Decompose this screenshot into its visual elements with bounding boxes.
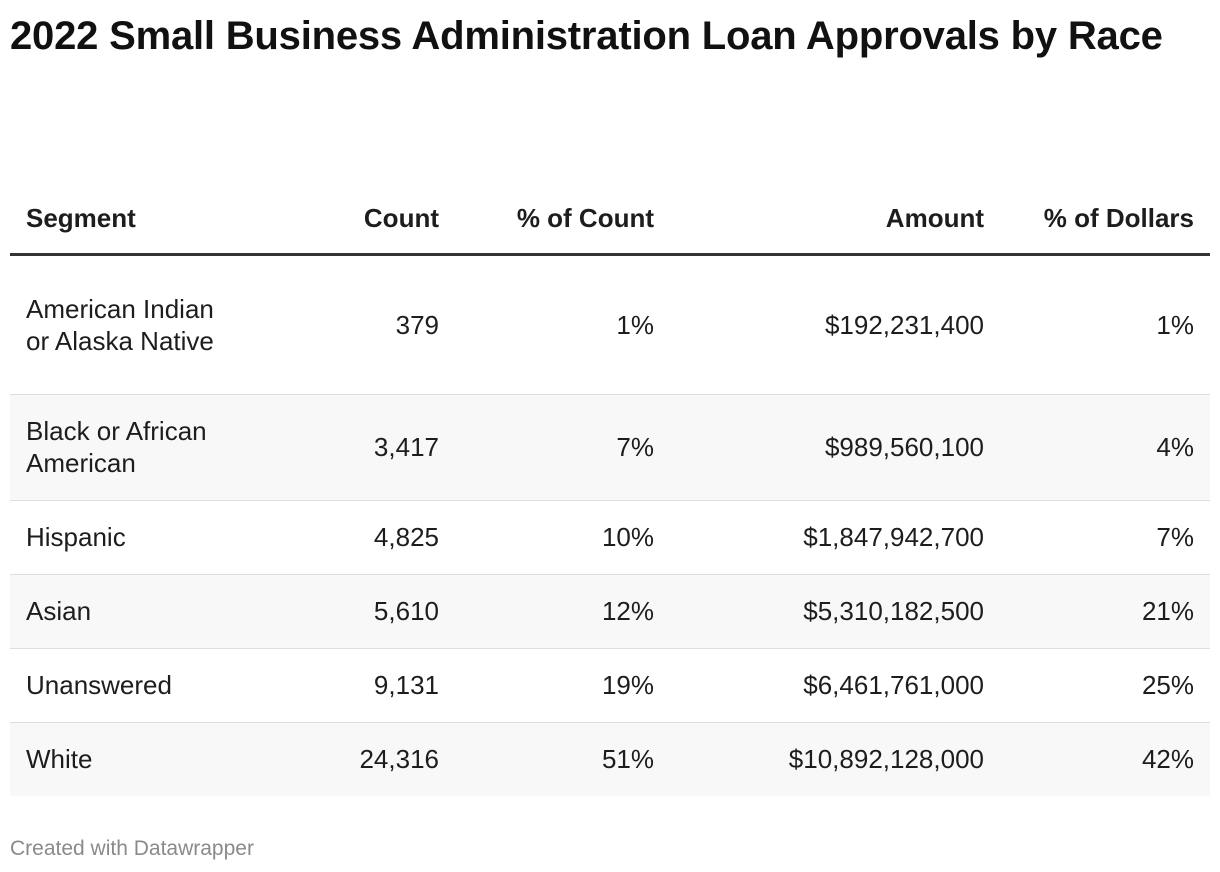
cell-amount: $192,231,400 [670,254,1000,395]
cell-amount: $1,847,942,700 [670,500,1000,575]
table-row: Black or African American 3,417 7% $989,… [10,394,1210,501]
cell-segment: Asian [10,574,240,649]
cell-pct-dollars: 4% [1000,394,1210,501]
cell-pct-count: 10% [455,500,670,575]
table-row: Unanswered 9,131 19% $6,461,761,000 25% [10,648,1210,723]
cell-count: 24,316 [240,722,455,796]
table-header-row: Segment Count % of Count Amount % of Dol… [10,158,1210,256]
cell-segment: Hispanic [10,500,240,575]
cell-amount: $6,461,761,000 [670,648,1000,723]
cell-amount: $10,892,128,000 [670,722,1000,796]
chart-title: 2022 Small Business Administration Loan … [10,14,1163,58]
column-header-segment: Segment [10,158,240,256]
cell-amount: $5,310,182,500 [670,574,1000,649]
cell-pct-dollars: 42% [1000,722,1210,796]
column-header-amount: Amount [670,158,1000,256]
cell-pct-count: 51% [455,722,670,796]
cell-pct-dollars: 1% [1000,254,1210,395]
cell-segment: Unanswered [10,648,240,723]
table-row: American Indian or Alaska Native 379 1% … [10,254,1210,395]
cell-count: 9,131 [240,648,455,723]
cell-segment: White [10,722,240,796]
cell-pct-dollars: 7% [1000,500,1210,575]
cell-amount: $989,560,100 [670,394,1000,501]
table-row: Hispanic 4,825 10% $1,847,942,700 7% [10,500,1210,575]
cell-segment: American Indian or Alaska Native [10,254,240,395]
cell-segment: Black or African American [10,394,240,501]
footer-credit: Created with Datawrapper [10,837,254,860]
column-header-count: Count [240,158,455,256]
cell-pct-count: 12% [455,574,670,649]
cell-count: 4,825 [240,500,455,575]
column-header-pct-dollars: % of Dollars [1000,158,1210,256]
cell-pct-count: 1% [455,254,670,395]
cell-pct-dollars: 21% [1000,574,1210,649]
cell-count: 3,417 [240,394,455,501]
data-table: Segment Count % of Count Amount % of Dol… [10,158,1210,796]
cell-pct-count: 19% [455,648,670,723]
table-row: Asian 5,610 12% $5,310,182,500 21% [10,574,1210,649]
column-header-pct-count: % of Count [455,158,670,256]
cell-pct-count: 7% [455,394,670,501]
cell-pct-dollars: 25% [1000,648,1210,723]
cell-count: 5,610 [240,574,455,649]
cell-count: 379 [240,254,455,395]
table-row: White 24,316 51% $10,892,128,000 42% [10,722,1210,796]
